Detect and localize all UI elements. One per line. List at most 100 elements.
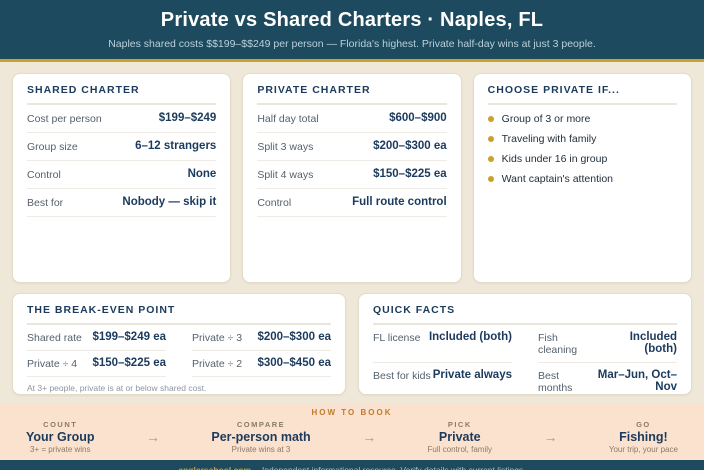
row-label: Control (257, 197, 292, 209)
step-subtitle: Full control, family (427, 445, 493, 454)
break-even-card: THE BREAK-EVEN POINT Shared rate $199–$2… (12, 293, 346, 395)
bullet-dot-icon (487, 136, 494, 142)
page-title: Private vs Shared Charters · Naples, FL (160, 9, 544, 31)
choose-private-title: CHOOSE PRIVATE IF... (487, 84, 677, 105)
row-value: Included (both) (428, 331, 512, 343)
list-item-label: Traveling with family (501, 133, 597, 145)
site-link[interactable]: anglerschool.com (178, 465, 252, 470)
row-value: $150–$225 ea (92, 357, 166, 369)
table-row: Group size 6–12 strangers (27, 133, 217, 161)
bullet-dot-icon (487, 176, 494, 182)
private-charter-title: PRIVATE CHARTER (257, 84, 447, 105)
list-item-label: Group of 3 or more (501, 113, 591, 125)
row-value: $200–$300 ea (373, 140, 447, 152)
table-row: Best for kids Private always (373, 363, 512, 394)
row-label: Best for kids (373, 370, 431, 382)
row-label: Cost per person (27, 113, 102, 125)
page-header: Private vs Shared Charters · Naples, FL … (0, 0, 704, 59)
row-value: Nobody — skip it (122, 196, 217, 208)
how-to-book-label: HOW TO BOOK (311, 408, 393, 417)
row-value: None (187, 168, 217, 180)
row-value: Private always (432, 369, 512, 381)
row-value: $199–$249 (158, 112, 217, 124)
table-row: Best months Mar–Jun, Oct–Nov (538, 363, 677, 394)
choose-private-list: Group of 3 or more Traveling with family… (487, 105, 677, 189)
step-title: Fishing! (619, 430, 668, 444)
step-kicker: COMPARE (236, 420, 286, 429)
list-item: Traveling with family (487, 129, 677, 149)
list-item-label: Kids under 16 in group (501, 153, 608, 165)
table-row: Control None (27, 161, 217, 189)
bullet-dot-icon (487, 156, 494, 162)
step-title: Your Group (26, 430, 95, 444)
break-even-note: At 3+ people, private is at or below sha… (27, 383, 207, 393)
arrow-right-icon: → (543, 429, 558, 445)
shared-charter-card: SHARED CHARTER Cost per person $199–$249… (12, 73, 232, 283)
row-value: $600–$900 (389, 112, 447, 124)
row-label: Private ÷ 3 (192, 332, 243, 344)
private-charter-card: PRIVATE CHARTER Half day total $600–$900… (242, 73, 462, 283)
row-label: Best months (538, 370, 573, 394)
footer-disclaimer: Independent informational resource. Veri… (261, 465, 526, 470)
row-label: Control (27, 169, 61, 181)
row-value: Included (both) (629, 331, 677, 355)
row-label: Split 4 ways (257, 169, 314, 181)
table-row: Fish cleaning Included (both) (538, 325, 677, 363)
row-value: Full route control (352, 196, 447, 208)
row-value: 6–12 strangers (135, 140, 217, 152)
quick-facts-card: QUICK FACTS FL license Included (both) F… (358, 293, 692, 395)
footer-separator: · (255, 465, 258, 470)
gold-divider (0, 59, 704, 62)
table-row: Private ÷ 4 $150–$225 ea (27, 351, 166, 377)
row-value: $150–$225 ea (373, 168, 447, 180)
table-row: FL license Included (both) (373, 325, 512, 363)
table-row: Split 3 ways $200–$300 ea (257, 133, 447, 161)
row-value: $199–$249 ea (92, 331, 166, 343)
list-item: Want captain's attention (487, 169, 677, 189)
row-value: $200–$300 ea (257, 331, 331, 343)
table-row: Half day total $600–$900 (257, 105, 447, 133)
quick-facts-title: QUICK FACTS (373, 304, 677, 325)
step-subtitle: 3+ = private wins (30, 445, 91, 454)
facts-cards-row: THE BREAK-EVEN POINT Shared rate $199–$2… (12, 293, 692, 395)
page-subtitle: Naples shared costs $$199–$$249 per pers… (108, 38, 596, 50)
step-title: Private (438, 430, 481, 444)
row-value: Mar–Jun, Oct–Nov (597, 369, 677, 393)
step-kicker: GO (636, 420, 651, 429)
break-even-title: THE BREAK-EVEN POINT (27, 304, 331, 325)
table-row: Cost per person $199–$249 (27, 105, 217, 133)
bullet-dot-icon (487, 116, 494, 122)
row-label: Half day total (257, 113, 319, 125)
table-row: Best for Nobody — skip it (27, 189, 217, 217)
table-row: Private ÷ 2 $300–$450 ea (192, 351, 331, 377)
quick-facts-grid: FL license Included (both) Fish cleaning… (373, 325, 677, 394)
arrow-right-icon: → (362, 429, 377, 445)
table-row: Private ÷ 3 $200–$300 ea (192, 325, 331, 351)
arrow-right-icon: → (145, 429, 160, 445)
step-subtitle: Private wins at 3 (231, 445, 291, 454)
table-row: Control Full route control (257, 189, 447, 217)
table-row: Shared rate $199–$249 ea (27, 325, 166, 351)
how-to-book-steps: COUNT Your Group 3+ = private wins → COM… (26, 420, 678, 454)
how-to-book-strip: HOW TO BOOK COUNT Your Group 3+ = privat… (0, 403, 704, 460)
row-label: Shared rate (27, 332, 82, 344)
row-label: Split 3 ways (257, 141, 314, 153)
shared-charter-title: SHARED CHARTER (27, 84, 217, 105)
table-row: Split 4 ways $150–$225 ea (257, 161, 447, 189)
row-label: Group size (27, 141, 78, 153)
row-label: FL license (373, 332, 421, 344)
row-label: Best for (27, 197, 64, 209)
break-even-grid: Shared rate $199–$249 ea Private ÷ 3 $20… (27, 325, 331, 377)
row-value: $300–$450 ea (257, 357, 331, 369)
step-your-group: COUNT Your Group 3+ = private wins (26, 420, 95, 454)
choose-private-card: CHOOSE PRIVATE IF... Group of 3 or more … (472, 73, 692, 283)
page-footer: anglerschool.com · Independent information… (0, 460, 704, 470)
row-label: Fish cleaning (538, 332, 578, 356)
list-item: Kids under 16 in group (487, 149, 677, 169)
row-label: Private ÷ 2 (192, 358, 243, 370)
step-pick-private: PICK Private Full control, family (428, 420, 492, 454)
step-kicker: COUNT (43, 420, 78, 429)
list-item-label: Want captain's attention (501, 173, 614, 185)
step-title: Per-person math (211, 430, 311, 444)
step-per-person-math: COMPARE Per-person math Private wins at … (211, 420, 310, 454)
